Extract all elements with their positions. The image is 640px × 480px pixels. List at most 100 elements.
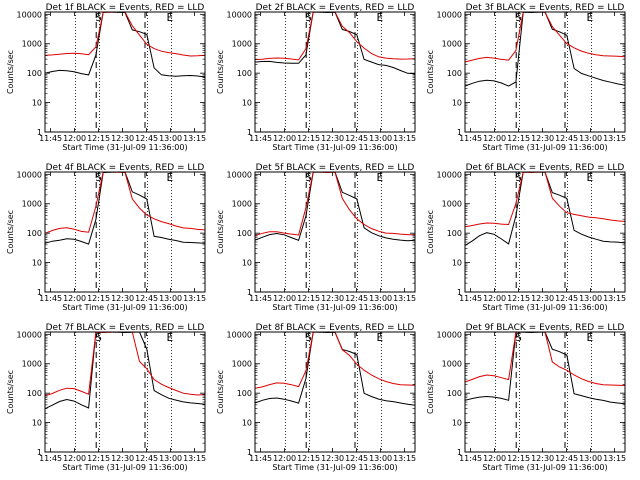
x-tick-label: 12:45: [345, 454, 368, 463]
x-tick-label: 13:15: [603, 294, 626, 303]
x-tick-label: 12:15: [297, 134, 320, 143]
x-tick-label: 12:30: [531, 134, 554, 143]
y-tick-label: 10: [242, 259, 252, 268]
x-tick-label: 12:30: [111, 134, 134, 143]
x-tick-label: 13:15: [393, 294, 416, 303]
x-tick-label: 12:00: [63, 134, 86, 143]
panel-det-6: 11:45 12:00 12:15 12:30 12:45 13:00 13:15 1 10 10…: [426, 163, 626, 312]
x-tick-label: 12:45: [135, 134, 158, 143]
plot-frame: [44, 171, 206, 293]
panel-det-5: 11:45 12:00 12:15 12:30 12:45 13:00 13:15 1 10 10…: [216, 163, 416, 312]
x-tick-label: 12:15: [87, 294, 110, 303]
series-events-line: [44, 11, 206, 78]
x-tick-label: 13:00: [579, 134, 602, 143]
start-marker: S: [305, 171, 312, 184]
x-tick-label: 12:00: [483, 454, 506, 463]
x-tick-label: 12:45: [555, 294, 578, 303]
y-tick-label: 100: [27, 229, 42, 238]
y-tick-label: 1: [37, 128, 42, 137]
x-tick-label: 13:15: [183, 134, 206, 143]
series-events-line: [44, 171, 206, 245]
y-tick-label: 1000: [22, 360, 42, 369]
plot-frame: [44, 331, 206, 453]
x-tick-label: 11:45: [39, 454, 62, 463]
panel-det-3: 11:45 12:00 12:15 12:30 12:45 13:00 13:15 1 10 10…: [426, 3, 626, 152]
x-tick-label: 13:00: [159, 454, 182, 463]
x-tick-label: 13:15: [183, 454, 206, 463]
y-tick-label: 1: [37, 448, 42, 457]
y-tick-label: 100: [447, 69, 462, 78]
x-tick-label: 13:15: [603, 134, 626, 143]
y-tick-label: 10000: [437, 330, 462, 339]
x-tick-label: 12:30: [531, 294, 554, 303]
x-tick-label: 12:45: [555, 454, 578, 463]
series-events-line: [44, 331, 206, 410]
x-tick-label: 11:45: [459, 294, 482, 303]
x-tick-label: 12:30: [321, 294, 344, 303]
series-events-line: [254, 331, 416, 406]
y-tick-label: 10: [32, 259, 42, 268]
panel-det-8: 11:45 12:00 12:15 12:30 12:45 13:00 13:15 1 10 10…: [216, 323, 416, 472]
y-tick-label: 100: [447, 389, 462, 398]
x-tick-label: 12:00: [273, 294, 296, 303]
x-tick-label: 12:30: [321, 454, 344, 463]
y-tick-label: 1: [247, 288, 252, 297]
y-tick-label: 1000: [232, 40, 252, 49]
x-tick-label: 11:45: [249, 454, 272, 463]
y-tick-label: 10: [452, 259, 462, 268]
series-events-line: [464, 11, 626, 87]
x-axis-label: Start Time (31-Jul-09 11:36:00): [272, 303, 397, 312]
x-tick-label: 12:15: [507, 294, 530, 303]
end-marker: E: [166, 11, 173, 24]
x-tick-label: 12:00: [63, 294, 86, 303]
x-tick-label: 12:00: [483, 294, 506, 303]
x-tick-label: 11:45: [249, 294, 272, 303]
y-tick-label: 1000: [232, 200, 252, 209]
y-axis-label: Counts/sec: [216, 210, 225, 254]
y-tick-label: 100: [447, 229, 462, 238]
y-tick-label: 1000: [232, 360, 252, 369]
start-marker: S: [515, 171, 522, 184]
x-tick-label: 12:15: [87, 454, 110, 463]
panel-title: Det 9f BLACK = Events, RED = LLD: [466, 323, 625, 333]
series-lld-line: [44, 331, 206, 397]
start-marker: S: [305, 331, 312, 344]
x-tick-label: 13:15: [393, 454, 416, 463]
x-axis-label: Start Time (31-Jul-09 11:36:00): [482, 463, 607, 472]
plot-frame: [254, 171, 416, 293]
y-tick-label: 10: [452, 99, 462, 108]
series-lld-line: [464, 331, 626, 386]
x-tick-label: 13:15: [183, 294, 206, 303]
panel-det-9: 11:45 12:00 12:15 12:30 12:45 13:00 13:15 1 10 10…: [426, 323, 626, 472]
y-tick-label: 1000: [442, 200, 462, 209]
x-tick-label: 12:30: [111, 454, 134, 463]
panel-title: Det 1f BLACK = Events, RED = LLD: [46, 3, 205, 13]
x-tick-label: 12:45: [555, 134, 578, 143]
y-axis-label: Counts/sec: [216, 370, 225, 414]
y-tick-label: 10000: [17, 330, 42, 339]
y-axis-label: Counts/sec: [426, 50, 435, 94]
x-tick-label: 13:15: [603, 454, 626, 463]
panel-det-4: 11:45 12:00 12:15 12:30 12:45 13:00 13:15 1 10 10…: [6, 163, 206, 312]
panel-det-7: 11:45 12:00 12:15 12:30 12:45 13:00 13:15 1 10 10…: [6, 323, 206, 472]
x-tick-label: 12:15: [297, 454, 320, 463]
panel-title: Det 6f BLACK = Events, RED = LLD: [466, 163, 625, 173]
plot-frame: [254, 11, 416, 133]
panel-title: Det 2f BLACK = Events, RED = LLD: [256, 3, 415, 13]
y-axis-label: Counts/sec: [216, 50, 225, 94]
plot-frame: [44, 11, 206, 133]
y-tick-label: 1000: [442, 360, 462, 369]
plot-frame: [464, 331, 626, 453]
series-events-line: [464, 331, 626, 405]
x-tick-label: 12:30: [111, 294, 134, 303]
x-tick-label: 12:45: [345, 134, 368, 143]
x-tick-label: 11:45: [39, 134, 62, 143]
panel-title: Det 5f BLACK = Events, RED = LLD: [256, 163, 415, 173]
series-lld-line: [44, 171, 206, 234]
end-marker: E: [586, 11, 593, 24]
y-tick-label: 1: [457, 128, 462, 137]
y-axis-label: Counts/sec: [6, 210, 15, 254]
y-axis-label: Counts/sec: [426, 370, 435, 414]
series-lld-line: [254, 11, 416, 61]
